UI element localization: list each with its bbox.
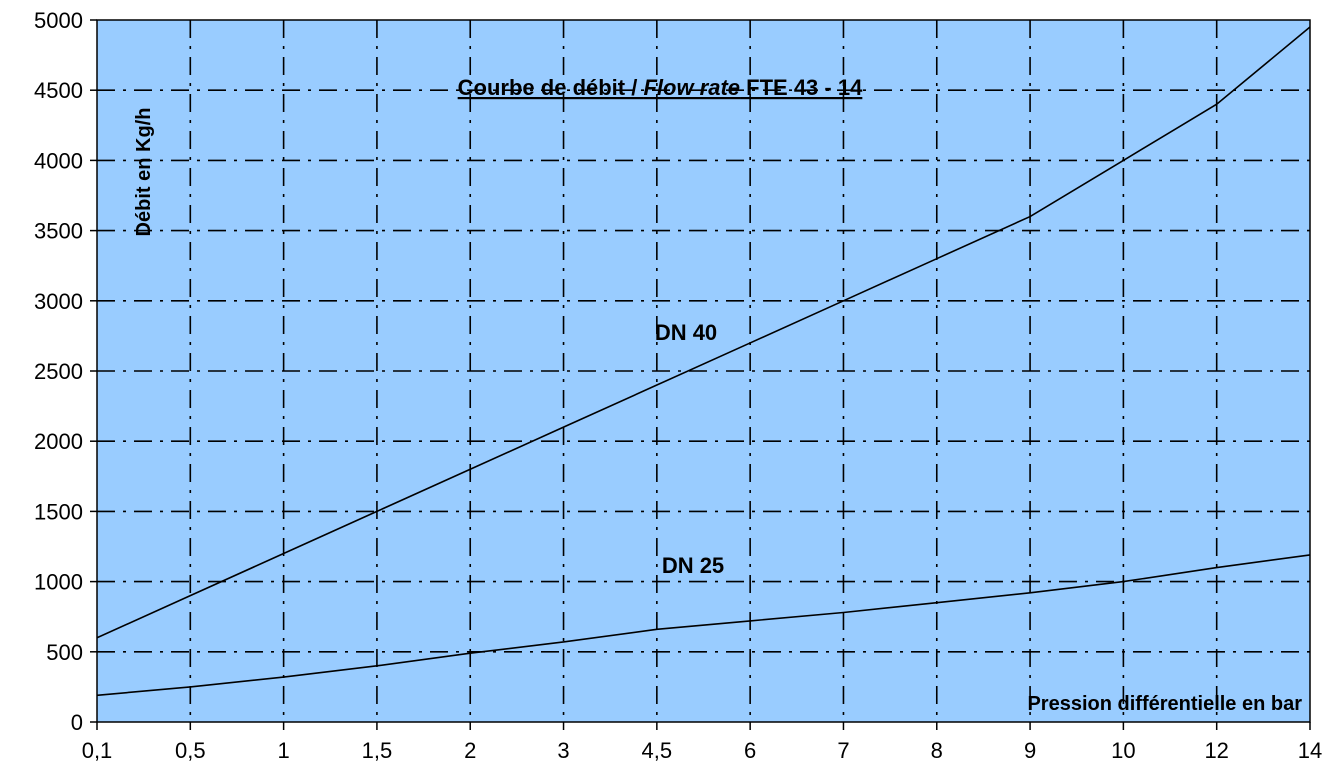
y-tick-label: 4500 [34, 78, 83, 103]
x-tick-label: 1,5 [362, 738, 393, 763]
y-tick-label: 4000 [34, 148, 83, 173]
x-tick-label: 2 [464, 738, 476, 763]
x-tick-label: 0,5 [175, 738, 206, 763]
x-tick-label: 10 [1111, 738, 1135, 763]
x-tick-label: 4,5 [642, 738, 673, 763]
x-tick-label: 3 [557, 738, 569, 763]
y-tick-label: 3000 [34, 289, 83, 314]
x-tick-label: 0,1 [82, 738, 113, 763]
x-tick-label: 1 [277, 738, 289, 763]
y-tick-label: 500 [46, 640, 83, 665]
x-axis-ticks: 0,1 0,5 1 1,5 2 3 4,5 6 7 8 9 10 12 14 [82, 722, 1322, 763]
x-tick-label: 14 [1298, 738, 1322, 763]
series-label-dn40: DN 40 [655, 320, 717, 345]
y-axis-label: Débit en Kg/h [133, 108, 155, 237]
grid-lines [97, 20, 1310, 722]
series-lines [96, 26, 1311, 697]
chart-title: Courbe de débit / Flow rate FTE 43 - 14 [458, 75, 863, 100]
y-tick-label: 5000 [34, 8, 83, 33]
y-tick-label: 0 [71, 710, 83, 735]
y-tick-label: 1000 [34, 570, 83, 595]
y-tick-label: 2500 [34, 359, 83, 384]
series-line-dn25 [96, 554, 1311, 697]
series-label-dn25: DN 25 [662, 553, 724, 578]
x-tick-label: 6 [744, 738, 756, 763]
y-tick-label: 2000 [34, 429, 83, 454]
x-tick-label: 9 [1024, 738, 1036, 763]
y-tick-label: 1500 [34, 499, 83, 524]
x-tick-label: 7 [837, 738, 849, 763]
x-axis-label: Pression différentielle en bar [1027, 693, 1302, 715]
series-line-dn40 [96, 26, 1311, 639]
x-tick-label: 8 [931, 738, 943, 763]
y-tick-label: 3500 [34, 219, 83, 244]
y-axis-ticks: 0 500 1000 1500 2000 2500 3000 3500 4000 4500 5000 [34, 8, 97, 735]
x-tick-label: 12 [1204, 738, 1228, 763]
